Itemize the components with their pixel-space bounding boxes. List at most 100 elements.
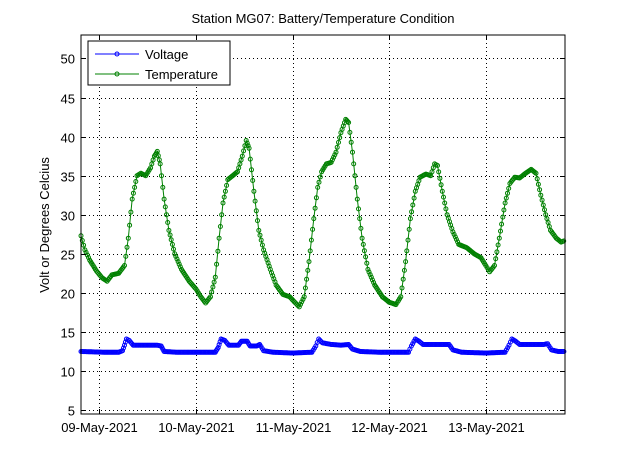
data-point [176,261,182,267]
data-point [495,242,501,248]
data-point [311,216,317,222]
legend-voltage-label: Voltage [145,47,188,62]
data-point [123,253,129,259]
data-point [354,196,360,202]
data-point [159,173,164,179]
data-point [167,232,173,238]
data-point [169,241,175,247]
data-point [539,197,545,203]
data-point [127,222,133,228]
data-point [336,139,341,145]
data-point [453,236,459,242]
data-point [165,220,171,225]
data-point [221,194,227,200]
data-point [81,242,87,248]
data-point [334,144,340,150]
data-point [298,301,303,307]
data-point [124,244,130,250]
data-point [443,206,449,212]
data-point [299,299,305,305]
data-point [160,184,166,190]
data-point [128,209,134,215]
data-point [401,267,407,273]
data-point [367,272,373,278]
data-point [241,148,247,154]
data-point [302,285,308,291]
data-point [439,188,445,194]
data-point [345,119,351,124]
legend-voltage-marker [114,51,120,57]
data-point [215,345,221,351]
data-point [353,184,359,190]
data-point [364,260,370,266]
data-point [219,212,225,218]
data-point [363,254,369,260]
data-point [452,234,458,240]
data-point [86,255,91,260]
data-point [313,195,319,201]
data-point [496,235,502,241]
y-tick-label: 20 [61,287,75,302]
data-point [173,253,179,259]
data-point [505,190,510,196]
data-point [216,342,222,348]
data-point [291,299,297,305]
data-point [132,184,138,190]
data-point [222,188,228,194]
y-tick-label: 15 [61,326,75,341]
data-point [361,248,367,254]
y-tick-label: 10 [61,365,75,380]
data-point [252,198,258,204]
data-point [258,237,264,243]
data-point [352,173,358,179]
data-point [347,129,353,135]
data-point [121,345,126,351]
data-point [346,120,352,125]
data-point [350,149,355,155]
data-point [210,284,216,290]
data-point [249,167,254,173]
data-point [492,263,497,268]
x-tick-label: 11-May-2021 [256,420,332,435]
data-point [239,153,245,159]
data-point [310,226,316,232]
y-tick-label: 25 [61,248,75,263]
data-point [357,216,363,222]
data-point [172,251,178,257]
data-point [316,336,322,342]
data-point [315,184,321,190]
data-point [129,196,135,202]
data-point [348,139,354,145]
data-point [537,187,543,193]
data-point [125,235,131,241]
data-point [532,169,538,175]
plot-background [81,35,565,414]
data-point [331,154,337,160]
data-point [405,237,411,243]
data-point [162,204,168,210]
data-point [450,229,456,235]
data-point [358,225,364,231]
data-point [407,216,413,222]
data-point [256,227,262,233]
data-point [247,156,253,162]
y-tick-label: 50 [61,52,75,67]
data-point [245,143,251,149]
data-point [498,228,503,234]
data-point [409,209,415,215]
data-point [168,237,174,243]
data-point [368,274,374,280]
data-point [337,135,343,141]
data-point [212,274,218,280]
data-point [542,207,547,213]
data-point [171,246,176,252]
data-point [535,181,541,187]
x-tick-label: 13-May-2021 [448,420,525,435]
data-point [356,206,361,212]
data-point [130,190,136,196]
data-point [506,185,512,191]
y-tick-label: 35 [61,170,75,185]
y-tick-label: 40 [61,131,75,146]
ticks: 09-May-2021 10-May-2021 11-May-2021 12-May-… [61,35,565,435]
